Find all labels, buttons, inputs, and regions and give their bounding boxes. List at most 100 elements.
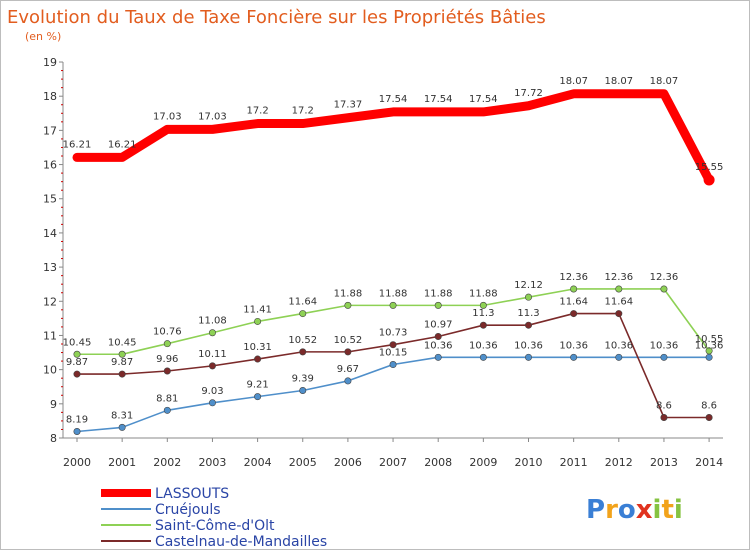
data-label: 16.21 — [63, 139, 92, 150]
data-point — [660, 353, 668, 361]
data-label: 11.08 — [198, 316, 227, 327]
data-point — [570, 353, 578, 361]
chart-title: Evolution du Taux de Taxe Foncière sur l… — [7, 7, 546, 28]
legend: LASSOUTSCruéjoulsSaint-Côme-d'OltCasteln… — [101, 486, 327, 550]
data-label: 10.45 — [63, 337, 92, 348]
data-label: 12.12 — [514, 280, 543, 291]
y-tick-label: 13 — [43, 261, 57, 274]
data-point — [705, 413, 713, 421]
data-point — [73, 370, 81, 378]
data-point — [208, 399, 216, 407]
data-label: 10.36 — [514, 340, 543, 351]
data-label: 11.64 — [604, 297, 633, 308]
data-label: 11.88 — [334, 288, 363, 299]
data-point — [163, 367, 171, 375]
data-point — [389, 361, 397, 369]
data-label: 8.31 — [111, 410, 133, 421]
data-label: 10.11 — [198, 349, 227, 360]
data-point — [73, 350, 81, 358]
data-label: 10.45 — [108, 337, 137, 348]
data-label: 18.07 — [650, 76, 679, 87]
data-label: 11.64 — [288, 297, 317, 308]
data-label: 9.87 — [66, 357, 88, 368]
data-label: 17.72 — [514, 88, 543, 99]
data-label: 17.54 — [379, 94, 408, 105]
data-label: 11.88 — [424, 288, 453, 299]
x-tick-label: 2009 — [469, 456, 497, 469]
data-point — [118, 350, 126, 358]
data-point — [163, 406, 171, 414]
logo-letter: r — [605, 495, 618, 525]
chart-subtitle: (en %) — [25, 30, 61, 43]
logo-letter: P — [586, 495, 605, 525]
y-tick-label: 18 — [43, 90, 57, 103]
data-label: 11.64 — [559, 297, 588, 308]
x-tick-label: 2004 — [244, 456, 272, 469]
data-label: 10.76 — [153, 327, 182, 338]
data-point — [254, 393, 262, 401]
axes: 8 9 10 11 12 13 14 15 16 17 18 19 2000 2001 2002 2003 20… — [43, 56, 723, 469]
data-point — [660, 285, 668, 293]
data-label: 16.21 — [108, 139, 137, 150]
legend-label: Saint-Côme-d'Olt — [155, 518, 275, 534]
data-point — [344, 301, 352, 309]
data-point — [660, 413, 668, 421]
data-label: 18.07 — [559, 76, 588, 87]
data-point — [524, 321, 532, 329]
data-point — [344, 377, 352, 385]
data-label: 10.97 — [424, 319, 453, 330]
data-point — [615, 353, 623, 361]
logo-letter: i — [653, 495, 662, 525]
data-label: 9.03 — [201, 386, 223, 397]
data-point — [118, 370, 126, 378]
data-label: 10.36 — [559, 340, 588, 351]
data-point — [208, 329, 216, 337]
data-label: 11.88 — [469, 288, 498, 299]
data-label: 12.36 — [650, 272, 679, 283]
data-point — [705, 353, 713, 361]
data-label: 11.3 — [472, 308, 494, 319]
data-label: 12.36 — [559, 272, 588, 283]
data-point — [570, 285, 578, 293]
data-label: 10.73 — [379, 328, 408, 339]
series-layer — [72, 89, 715, 436]
data-label: 15.55 — [695, 162, 724, 173]
data-point — [434, 353, 442, 361]
data-label: 17.2 — [246, 106, 268, 117]
logo-letter: t — [661, 495, 673, 525]
data-point — [208, 362, 216, 370]
data-label: 10.31 — [243, 342, 272, 353]
data-label: 17.03 — [198, 111, 227, 122]
x-tick-label: 2000 — [63, 456, 91, 469]
y-tick-label: 14 — [43, 227, 57, 240]
y-tick-label: 16 — [43, 159, 57, 172]
data-label: 18.07 — [604, 76, 633, 87]
x-tick-label: 2001 — [108, 456, 136, 469]
data-label: 9.96 — [156, 354, 178, 365]
y-tick-label: 15 — [43, 193, 57, 206]
y-tick-label: 17 — [43, 124, 57, 137]
data-label: 10.15 — [379, 348, 408, 359]
data-label: 17.37 — [334, 100, 363, 111]
data-label: 8.19 — [66, 415, 88, 426]
data-label: 10.36 — [604, 340, 633, 351]
data-point — [299, 348, 307, 356]
y-tick-label: 19 — [43, 56, 57, 69]
data-label: 10.36 — [469, 340, 498, 351]
logo-letter: i — [674, 495, 683, 525]
data-point — [479, 353, 487, 361]
legend-label: LASSOUTS — [155, 486, 229, 502]
data-point — [705, 347, 713, 355]
x-tick-label: 2006 — [334, 456, 362, 469]
x-tick-label: 2005 — [289, 456, 317, 469]
data-label: 17.03 — [153, 111, 182, 122]
y-tick-label: 12 — [43, 295, 57, 308]
logo-letter: x — [636, 495, 653, 525]
data-label: 8.6 — [701, 400, 717, 411]
data-point — [615, 310, 623, 318]
data-label: 12.36 — [604, 272, 633, 283]
data-point — [389, 301, 397, 309]
y-tick-label: 11 — [43, 329, 57, 342]
data-point — [254, 317, 262, 325]
y-tick-label: 10 — [43, 364, 57, 377]
